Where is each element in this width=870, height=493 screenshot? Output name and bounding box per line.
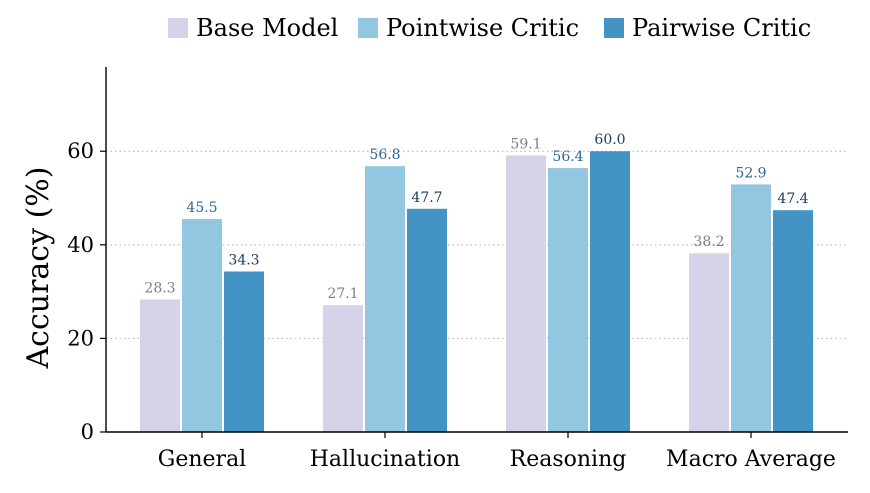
legend-label: Pairwise Critic (632, 14, 811, 42)
bar (773, 210, 813, 432)
y-tick-label: 0 (81, 420, 94, 444)
data-label: 47.7 (411, 190, 442, 206)
bar (140, 299, 180, 432)
legend-swatch (168, 18, 188, 38)
legend-label: Pointwise Critic (386, 14, 579, 42)
data-label: 56.8 (369, 147, 400, 163)
bar (182, 219, 222, 432)
legend-label: Base Model (196, 14, 338, 42)
bars: 28.3 45.5 34.3 27.1 56.8 47.7 59.1 56.4 60.0 38.2… (140, 132, 813, 433)
data-label: 56.4 (552, 149, 583, 165)
bar (224, 271, 264, 432)
y-tick-label: 40 (67, 233, 94, 257)
bar (731, 184, 771, 432)
data-label: 28.3 (144, 281, 175, 297)
data-label: 45.5 (186, 200, 217, 216)
data-label: 38.2 (693, 234, 724, 250)
y-tick-label: 20 (67, 326, 94, 350)
bar (548, 168, 588, 433)
bar (407, 208, 447, 432)
data-label: 34.3 (228, 252, 259, 268)
legend-swatch (358, 18, 378, 38)
data-label: 59.1 (510, 136, 541, 152)
bar (323, 305, 363, 432)
bar (506, 155, 546, 432)
data-label: 52.9 (735, 165, 766, 181)
bar (689, 253, 729, 432)
legend-swatch (604, 18, 624, 38)
data-label: 27.1 (327, 286, 358, 302)
y-tick-label: 60 (67, 139, 94, 163)
data-label: 47.4 (777, 191, 808, 207)
bar (590, 151, 630, 432)
x-tick-label: Hallucination (310, 447, 460, 472)
x-tick-label: Macro Average (666, 447, 836, 472)
x-tick-label: Reasoning (510, 447, 627, 472)
data-label: 60.0 (594, 132, 625, 148)
legend: Base Model Pointwise Critic Pairwise Criti… (168, 14, 811, 42)
bar (365, 166, 405, 432)
y-axis-label: Accuracy (%) (21, 166, 56, 369)
x-tick-label: General (158, 447, 246, 472)
axes: 0 20 40 60 General Hallucination Reasoning Macr… (67, 67, 848, 472)
